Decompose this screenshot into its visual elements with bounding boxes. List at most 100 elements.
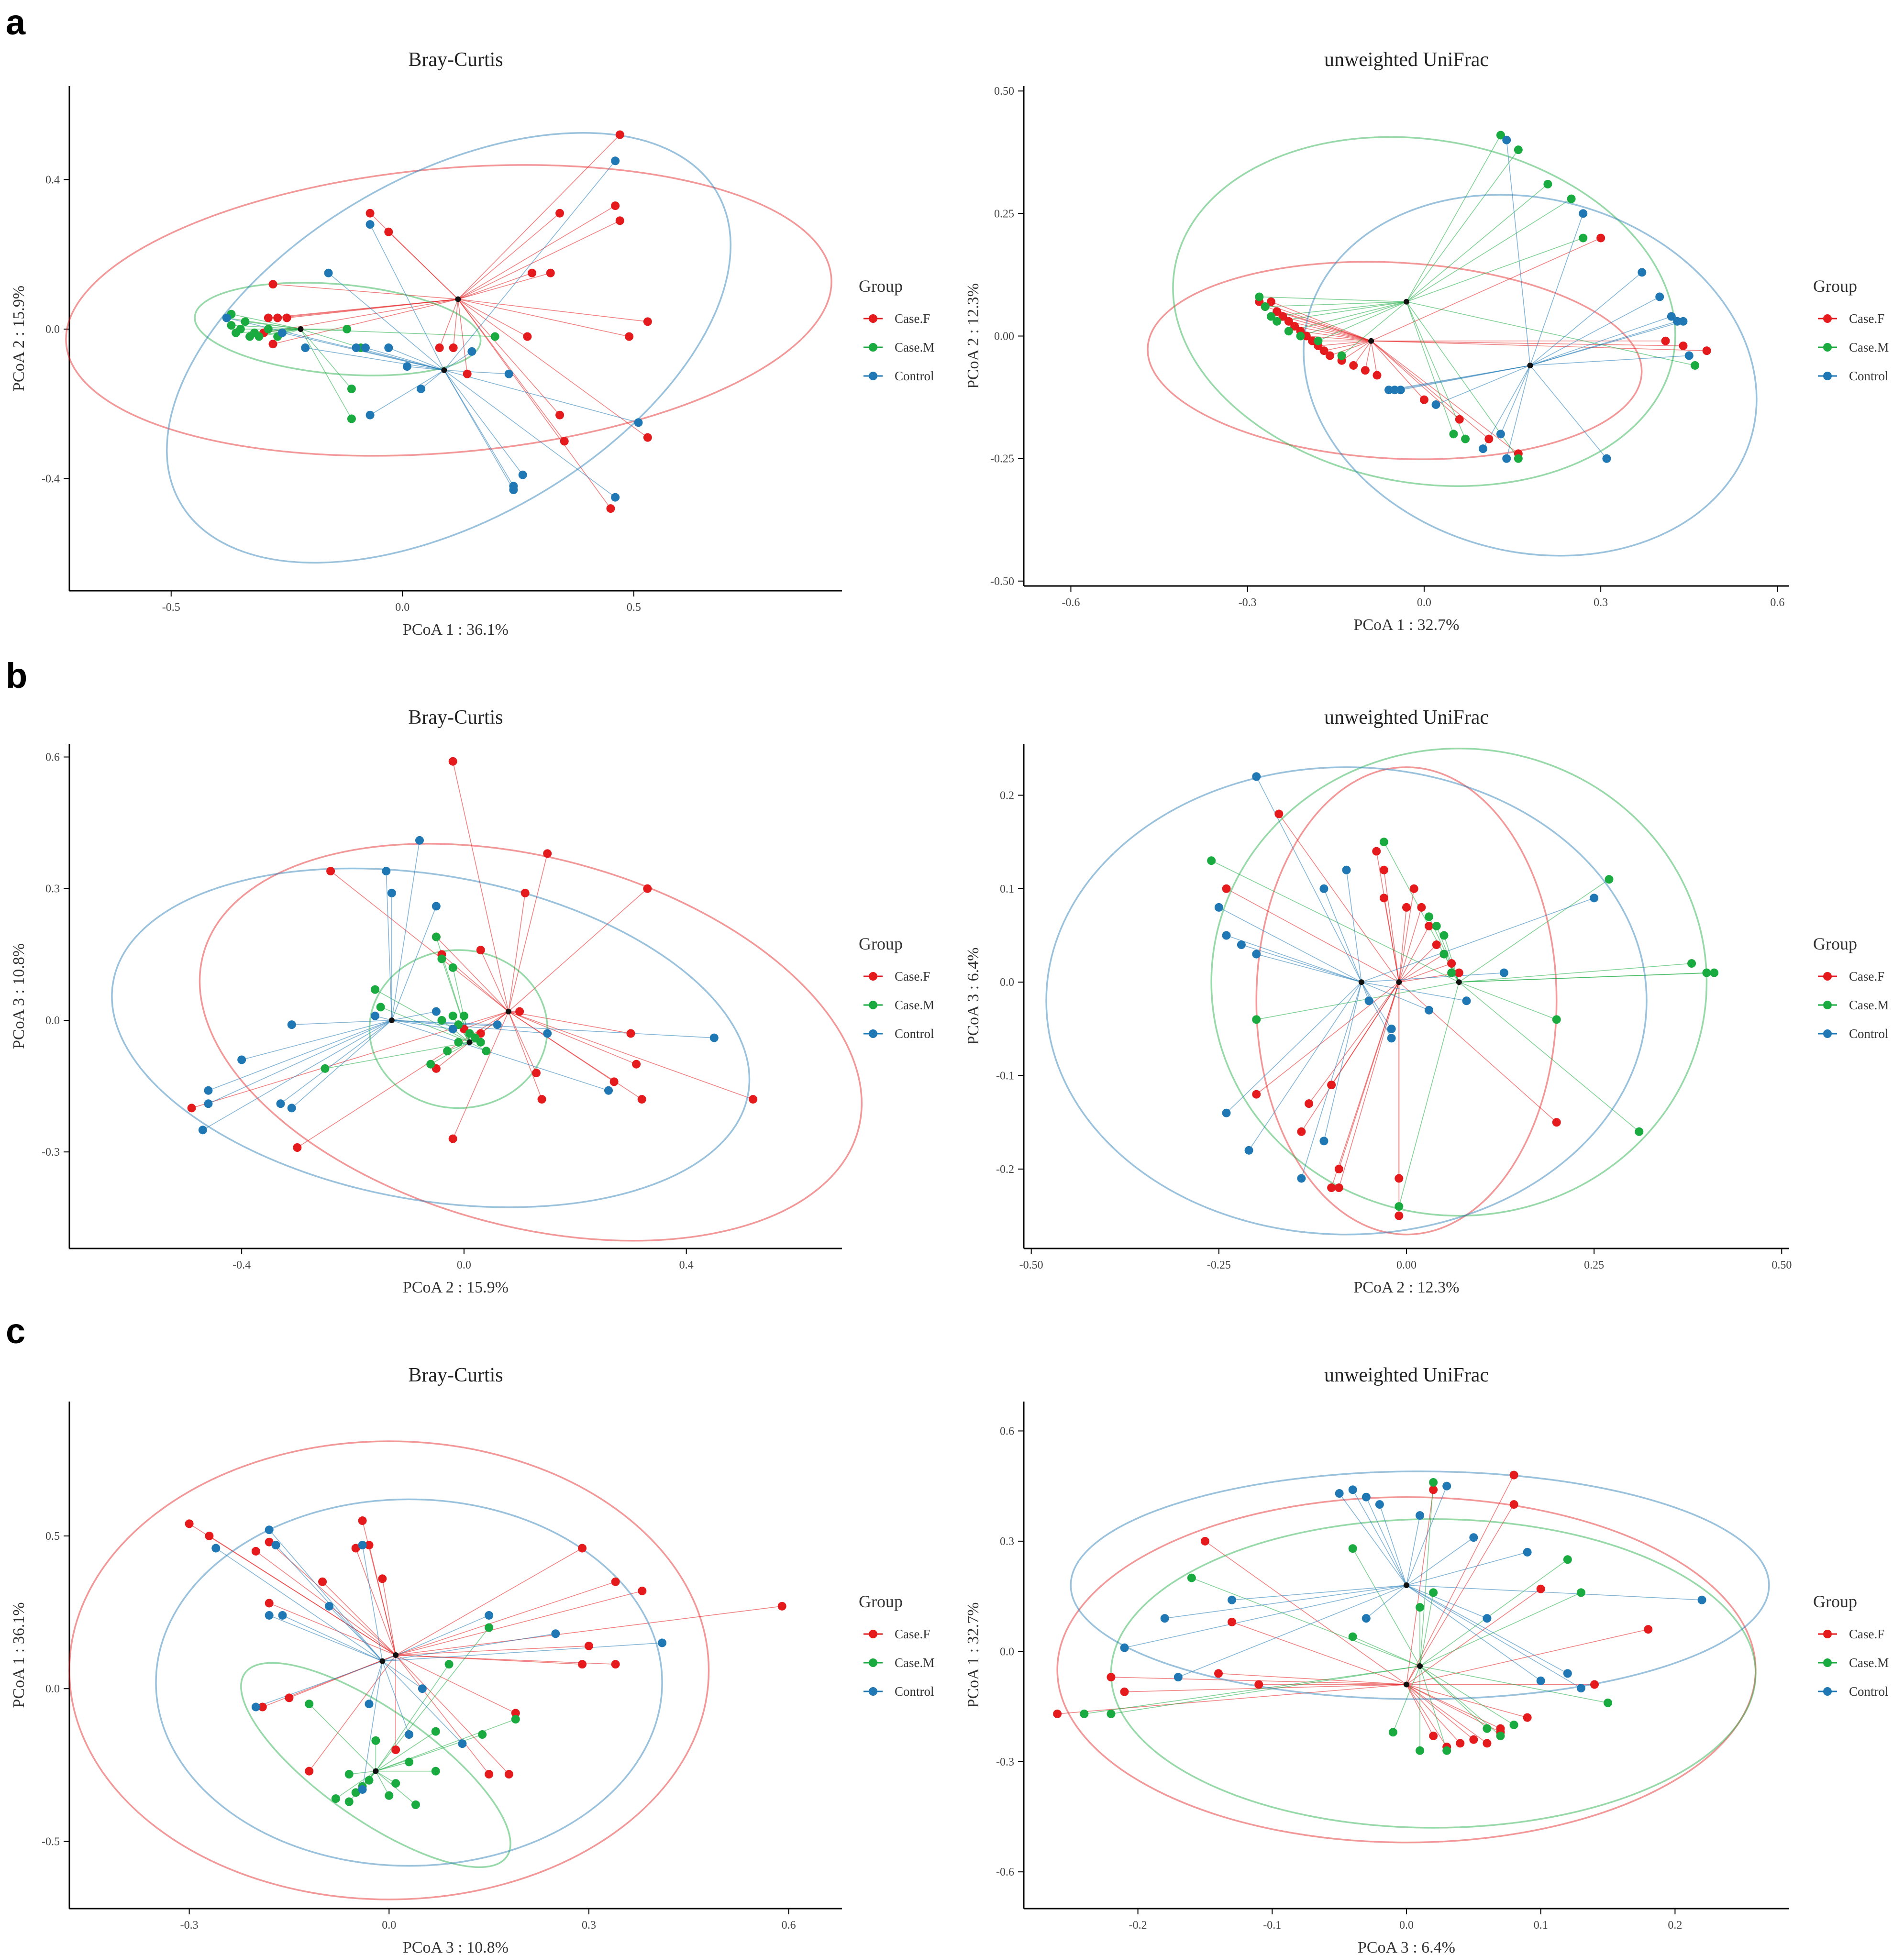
point-case-m bbox=[454, 1038, 463, 1047]
point-case-f bbox=[578, 1660, 587, 1669]
point-case-m bbox=[255, 332, 264, 341]
spoke-control bbox=[1218, 907, 1362, 983]
point-case-m bbox=[1702, 968, 1711, 977]
spoke-case-f bbox=[1398, 907, 1422, 983]
x-tick-label: 0.2 bbox=[1668, 1919, 1682, 1932]
point-case-f bbox=[378, 1574, 387, 1583]
spoke-case-m bbox=[1419, 1482, 1434, 1667]
y-tick-label: 0.0 bbox=[1000, 1646, 1014, 1658]
spoke-case-m bbox=[1265, 301, 1407, 307]
spoke-case-m bbox=[1406, 135, 1501, 302]
spoke-case-f bbox=[452, 1011, 509, 1139]
point-case-m bbox=[347, 414, 356, 423]
point-case-m bbox=[1080, 1709, 1089, 1718]
point-case-f bbox=[1349, 361, 1358, 370]
point-case-m bbox=[1416, 1603, 1425, 1612]
spoke-case-m bbox=[300, 329, 352, 419]
point-case-m bbox=[431, 1727, 440, 1736]
point-control bbox=[1442, 1481, 1451, 1491]
centroid-case-m bbox=[1404, 298, 1409, 305]
spoke-control bbox=[1323, 888, 1362, 983]
spoke-case-m bbox=[349, 1770, 376, 1775]
spoke-control bbox=[1256, 776, 1362, 983]
spoke-case-f bbox=[1398, 944, 1437, 983]
point-case-f bbox=[1523, 1713, 1532, 1722]
point-case-f bbox=[1496, 1724, 1505, 1733]
point-case-m bbox=[431, 1767, 440, 1776]
spoke-control bbox=[421, 370, 444, 389]
point-case-m bbox=[264, 324, 273, 333]
x-tick-label: 0.50 bbox=[1771, 1259, 1792, 1271]
legend-key-dot bbox=[1823, 1658, 1832, 1667]
point-control bbox=[301, 343, 310, 353]
point-case-f bbox=[448, 757, 457, 766]
spoke-case-m bbox=[300, 329, 495, 337]
spoke-case-f bbox=[1308, 982, 1399, 1104]
x-axis-label: PCoA 3 : 6.4% bbox=[1358, 1939, 1455, 1955]
spoke-case-f bbox=[1398, 907, 1407, 983]
point-case-f bbox=[531, 1069, 541, 1078]
point-control bbox=[1348, 1485, 1357, 1494]
ellipse-case-m bbox=[1172, 136, 1676, 487]
point-case-f bbox=[1290, 322, 1299, 331]
spoke-control bbox=[1406, 1515, 1420, 1586]
spoke-case-f bbox=[1406, 1684, 1501, 1733]
spoke-control bbox=[391, 1020, 548, 1034]
spoke-case-f bbox=[508, 888, 648, 1012]
point-control bbox=[265, 1525, 274, 1535]
spoke-case-m bbox=[1398, 982, 1460, 1207]
spoke-case-f bbox=[1406, 1475, 1515, 1685]
spoke-case-f bbox=[322, 1581, 396, 1656]
point-control bbox=[1536, 1676, 1545, 1685]
chart-c-bray-curtis: Bray-Curtis -0.3 0.0 0.3 0.6 -0.5 0.0 0.5 PCoA 3… bbox=[10, 1364, 934, 1955]
point-control bbox=[1362, 1614, 1371, 1623]
legend-title: Group bbox=[859, 934, 903, 953]
ellipse-control bbox=[1303, 194, 1758, 557]
point-control bbox=[358, 1541, 367, 1550]
point-case-f bbox=[584, 1641, 593, 1650]
y-tick-label: 0.0 bbox=[45, 1015, 60, 1027]
spoke-case-f bbox=[1406, 1490, 1434, 1685]
legend-item-label: Control bbox=[1849, 1027, 1889, 1041]
point-control bbox=[448, 1025, 457, 1034]
spoke-case-m bbox=[1406, 237, 1583, 302]
point-control bbox=[1362, 1492, 1371, 1502]
point-case-m bbox=[1635, 1127, 1644, 1136]
point-case-f bbox=[523, 332, 532, 341]
spoke-case-f bbox=[1353, 341, 1372, 366]
point-case-m bbox=[1509, 1720, 1518, 1729]
point-case-m bbox=[478, 1730, 487, 1739]
point-case-f bbox=[268, 340, 277, 349]
spoke-case-f bbox=[1371, 341, 1378, 376]
centroid-case-m bbox=[373, 1768, 379, 1774]
x-tick-label: 0.00 bbox=[1396, 1259, 1417, 1271]
x-tick-label: 0.6 bbox=[782, 1919, 796, 1932]
point-case-f bbox=[293, 1143, 302, 1152]
point-control bbox=[405, 1730, 414, 1739]
legend-key-dot bbox=[869, 314, 877, 323]
spoke-case-f bbox=[368, 1545, 396, 1656]
spoke-case-f bbox=[395, 1581, 616, 1656]
point-control bbox=[1396, 386, 1405, 395]
point-control bbox=[324, 268, 333, 277]
point-case-f bbox=[611, 201, 620, 210]
point-case-f bbox=[1274, 809, 1284, 818]
point-case-m bbox=[376, 1003, 385, 1012]
x-tick-label: -0.3 bbox=[1239, 596, 1257, 609]
spoke-case-f bbox=[1398, 982, 1557, 1123]
spoke-control bbox=[1406, 1585, 1582, 1689]
y-tick-label: 0.6 bbox=[45, 751, 60, 764]
point-case-f bbox=[643, 884, 652, 893]
spoke-control bbox=[1529, 365, 1607, 459]
point-case-f bbox=[185, 1519, 194, 1528]
spoke-control bbox=[368, 1661, 383, 1704]
point-case-m bbox=[1425, 912, 1434, 921]
spoke-control bbox=[391, 1020, 453, 1030]
point-case-f bbox=[435, 343, 444, 353]
legend-item-label: Case.M bbox=[895, 340, 934, 354]
point-control bbox=[1237, 940, 1246, 950]
point-case-f bbox=[384, 227, 393, 236]
spoke-case-m bbox=[335, 1770, 376, 1799]
spoke-control bbox=[391, 1011, 436, 1021]
point-control bbox=[1244, 1146, 1253, 1155]
